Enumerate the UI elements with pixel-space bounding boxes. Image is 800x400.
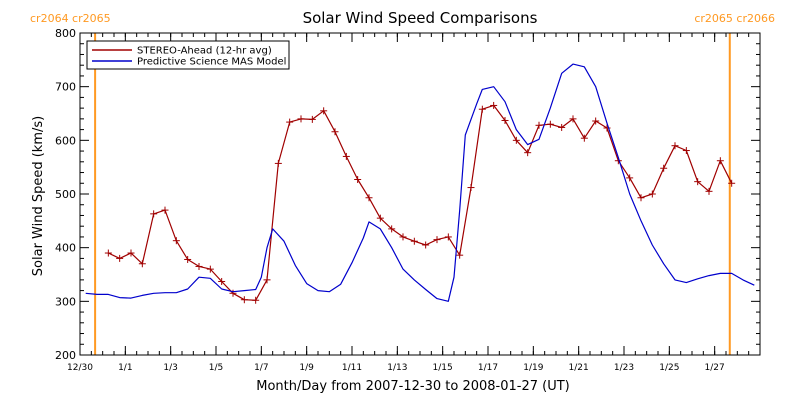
data-point <box>705 187 713 195</box>
carrington-markers: cr2064 cr2065 cr2065 cr2066 <box>30 12 775 355</box>
chart-title: Solar Wind Speed Comparisons <box>303 9 538 27</box>
data-point <box>444 233 452 241</box>
data-point <box>490 101 498 109</box>
data-point <box>172 237 180 245</box>
axes: 200 300 400 500 600 700 800 12/30 1/1 1/3 1/5 1/7 1/… <box>55 27 761 373</box>
series-line <box>85 63 755 302</box>
carrington-marker-label: cr2064 cr2065 <box>30 12 111 25</box>
data-point <box>569 115 577 123</box>
series-line <box>108 104 733 301</box>
data-point <box>660 164 668 172</box>
data-point <box>252 296 260 304</box>
legend-entry: STEREO-Ahead (12-hr avg) <box>137 46 272 57</box>
data-point <box>728 179 736 187</box>
data-point <box>456 251 464 259</box>
data-point <box>354 176 362 184</box>
data-point <box>297 115 305 123</box>
x-tick-label: 1/11 <box>342 363 362 373</box>
x-tick-label: 1/1 <box>118 363 132 373</box>
data-point <box>342 152 350 160</box>
data-point <box>274 159 282 167</box>
data-point <box>286 118 294 126</box>
y-axis-label: Solar Wind Speed (km/s) <box>31 116 46 276</box>
data-point <box>116 254 124 262</box>
data-point <box>603 124 611 132</box>
x-tick-label: 1/9 <box>299 363 314 373</box>
plot-area <box>85 63 755 304</box>
y-tick-label: 400 <box>55 242 76 255</box>
data-point <box>580 134 588 142</box>
data-point <box>467 184 475 192</box>
data-point <box>399 233 407 241</box>
data-point <box>365 194 373 202</box>
legend-entry: Predictive Science MAS Model <box>137 57 286 68</box>
data-point <box>376 214 384 222</box>
data-point <box>546 120 554 128</box>
data-point <box>218 277 226 285</box>
data-point <box>150 210 158 218</box>
x-tick-label: 1/5 <box>209 363 223 373</box>
x-tick-label: 1/23 <box>614 363 634 373</box>
x-tick-label: 1/25 <box>659 363 679 373</box>
data-point <box>410 237 418 245</box>
x-tick-label: 1/21 <box>569 363 589 373</box>
y-tick-label: 200 <box>55 349 76 362</box>
legend: STEREO-Ahead (12-hr avg)Predictive Scien… <box>86 40 290 70</box>
legend-box <box>86 40 290 70</box>
data-point <box>331 128 339 136</box>
x-tick-label: 1/19 <box>523 363 543 373</box>
y-tick-label: 700 <box>55 81 76 94</box>
data-point <box>694 178 702 186</box>
x-tick-label: 1/17 <box>478 363 498 373</box>
data-point <box>184 255 192 263</box>
data-point <box>320 107 328 115</box>
plot-frame <box>79 32 761 356</box>
data-point <box>671 142 679 150</box>
data-point <box>512 136 520 144</box>
data-point <box>263 276 271 284</box>
data-point <box>716 157 724 165</box>
data-point <box>682 147 690 155</box>
data-point <box>626 174 634 182</box>
data-point <box>161 206 169 214</box>
x-tick-label: 1/15 <box>433 363 453 373</box>
series-1 <box>104 101 736 304</box>
data-point <box>127 249 135 257</box>
data-point <box>648 190 656 198</box>
series-2 <box>85 63 755 302</box>
data-point <box>637 194 645 202</box>
data-point <box>388 225 396 233</box>
carrington-marker-label: cr2065 cr2066 <box>694 12 775 25</box>
x-axis-label: Month/Day from 2007-12-30 to 2008-01-27 … <box>256 379 569 394</box>
data-point <box>195 262 203 270</box>
data-point <box>206 265 214 273</box>
y-tick-label: 800 <box>55 27 76 40</box>
data-point <box>422 241 430 249</box>
x-tick-label: 1/13 <box>387 363 407 373</box>
data-point <box>138 260 146 268</box>
x-tick-label: 1/7 <box>254 363 268 373</box>
data-point <box>535 121 543 129</box>
data-point <box>478 105 486 113</box>
data-point <box>592 117 600 125</box>
data-point <box>558 123 566 131</box>
data-point <box>433 236 441 244</box>
data-point <box>229 289 237 297</box>
data-point <box>524 149 532 157</box>
y-tick-label: 500 <box>55 188 76 201</box>
data-point <box>104 249 112 257</box>
y-tick-label: 300 <box>55 295 76 308</box>
x-tick-label: 1/3 <box>163 363 177 373</box>
data-point <box>240 296 248 304</box>
y-tick-label: 600 <box>55 134 76 147</box>
x-tick-label: 12/30 <box>67 363 93 373</box>
x-tick-label: 1/27 <box>705 363 725 373</box>
data-point <box>501 116 509 124</box>
data-point <box>308 115 316 123</box>
